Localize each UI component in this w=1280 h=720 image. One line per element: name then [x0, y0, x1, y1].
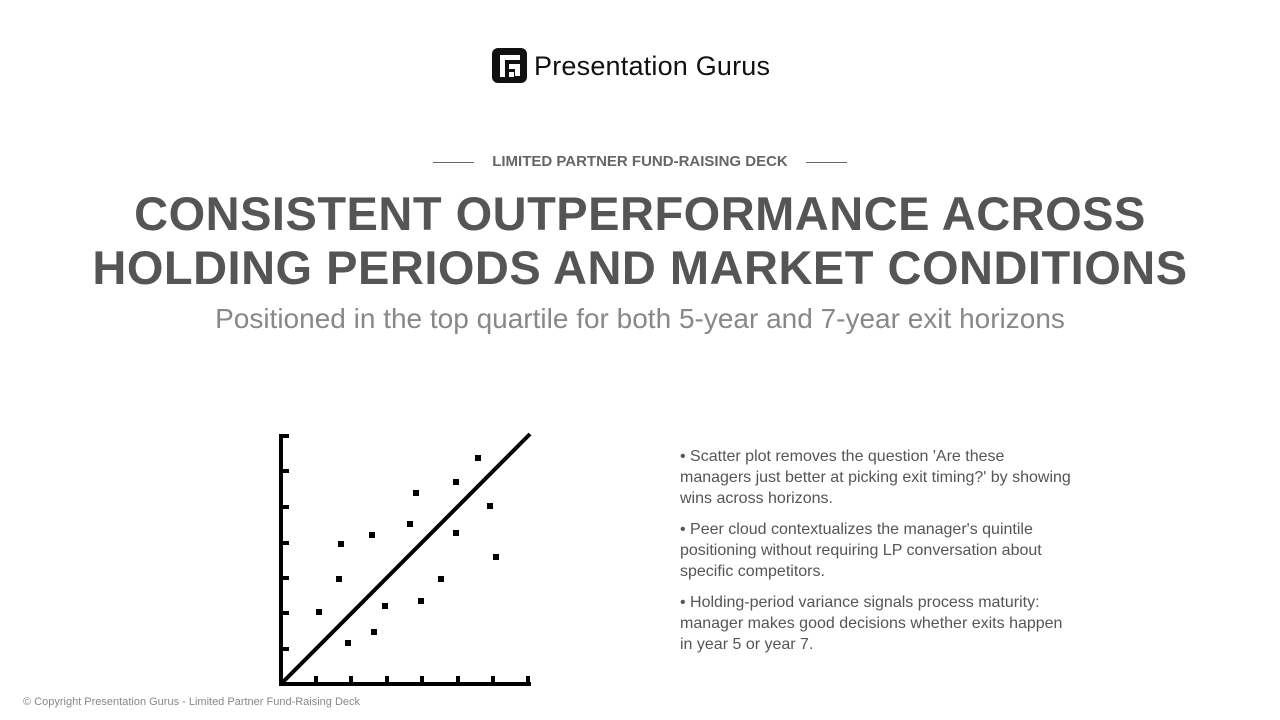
- footer: © Copyright Presentation Gurus - Limited…: [23, 696, 361, 708]
- kicker: LIMITED PARTNER FUND-RAISING DECK: [492, 153, 788, 170]
- scatter-icon: [279, 432, 532, 686]
- bullet-list: • Scatter plot removes the question 'Are…: [680, 446, 1078, 665]
- logo-text: Presentation Gurus: [534, 51, 771, 81]
- scatter-icon-dots: [316, 455, 499, 646]
- bullet: • Holding-period variance signals proces…: [680, 594, 1063, 653]
- kicker-row: LIMITED PARTNER FUND-RAISING DECK: [0, 152, 1280, 172]
- title-line: CONSISTENT OUTPERFORMANCE ACROSS: [134, 187, 1146, 240]
- title: CONSISTENT OUTPERFORMANCE ACROSS HOLDING…: [0, 187, 1280, 295]
- subtitle: Positioned in the top quartile for both …: [215, 303, 1065, 334]
- kicker-rule: [805, 161, 847, 163]
- logo-icon: [492, 48, 527, 83]
- kicker-rule: [433, 161, 475, 163]
- title-line: HOLDING PERIODS AND MARKET CONDITIONS: [92, 241, 1188, 294]
- bullet: • Scatter plot removes the question 'Are…: [680, 448, 1071, 507]
- bullet: • Peer cloud contextualizes the manager'…: [680, 521, 1042, 580]
